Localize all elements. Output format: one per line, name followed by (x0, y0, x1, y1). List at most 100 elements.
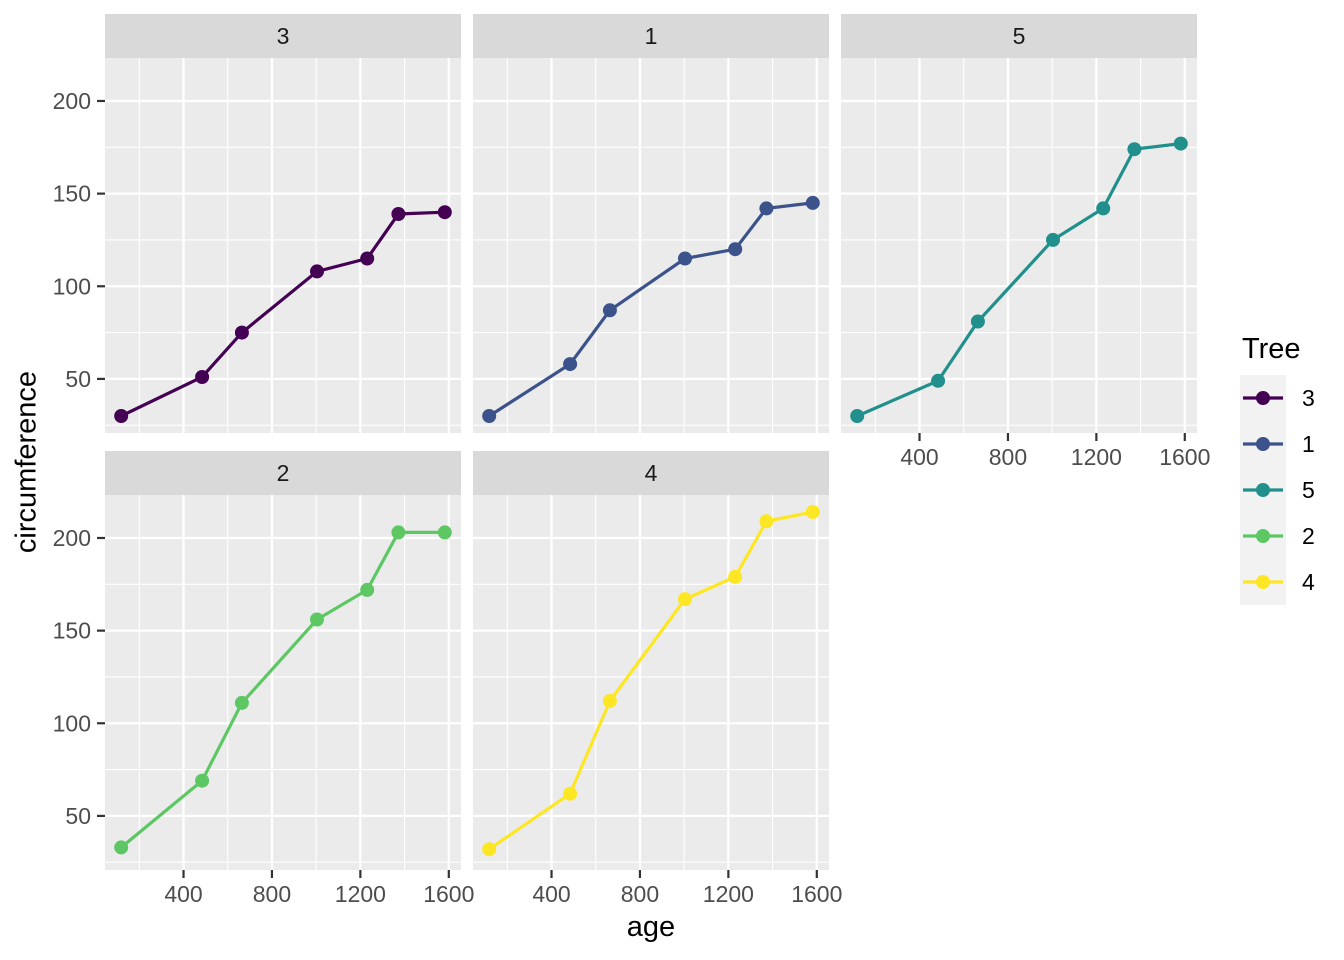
legend-key-swatch (1240, 559, 1286, 605)
data-point (437, 525, 452, 540)
facet-strip (473, 14, 829, 58)
x-tick-label: 800 (253, 881, 291, 907)
x-tick-label: 1600 (1159, 444, 1210, 470)
x-tick-label: 1200 (703, 881, 754, 907)
data-point (234, 695, 249, 710)
facet-strip (105, 14, 461, 58)
facet-5: 5 400 800 1200 1600 (841, 14, 1210, 470)
y-tick-label: 200 (53, 525, 91, 551)
legend-entries: 3 1 5 2 4 (1240, 375, 1315, 605)
y-tick-label: 200 (53, 88, 91, 114)
data-point (310, 612, 324, 627)
facet-strip (105, 451, 461, 495)
facet-3: 3 50 100 150 200 (53, 14, 461, 433)
legend-entry-5: 5 (1240, 467, 1315, 513)
data-point (970, 314, 985, 329)
x-tick-label: 400 (164, 881, 202, 907)
facet-strip-label: 5 (1013, 23, 1026, 49)
x-tick-label: 800 (989, 444, 1027, 470)
panel-background (473, 495, 829, 870)
facet-strip (473, 451, 829, 495)
facet-2: 2 50 100 150 200 400 800 1200 1600 (53, 451, 474, 907)
legend-key-icon (1240, 467, 1286, 513)
x-tick-label: 1600 (791, 881, 842, 907)
x-tick-label: 400 (900, 444, 938, 470)
data-point (931, 373, 946, 388)
legend-key-swatch (1240, 375, 1286, 421)
facet-strip-label: 3 (277, 23, 290, 49)
legend: Tree 3 1 5 2 4 (1240, 333, 1315, 605)
x-tick-label: 1200 (335, 881, 386, 907)
data-point (310, 264, 324, 279)
data-point (195, 773, 210, 788)
data-point (728, 569, 743, 584)
legend-title: Tree (1242, 333, 1301, 365)
legend-entry-label: 2 (1302, 522, 1315, 549)
legend-key-icon (1240, 559, 1286, 605)
data-point (114, 840, 129, 855)
data-point (850, 409, 865, 423)
y-tick-label: 50 (65, 803, 91, 829)
data-point (482, 409, 497, 423)
legend-key-swatch (1240, 467, 1286, 513)
legend-entry-label: 4 (1302, 568, 1315, 595)
data-point (805, 505, 820, 519)
y-tick-label: 50 (65, 366, 91, 392)
data-point (678, 592, 692, 607)
legend-entry-4: 4 (1240, 559, 1315, 605)
y-tick-label: 100 (53, 710, 91, 736)
data-point (391, 525, 406, 540)
data-point (728, 242, 743, 257)
data-point (678, 251, 692, 266)
facet-strip-label: 4 (645, 460, 658, 486)
y-tick-label: 150 (53, 618, 91, 644)
legend-entry-3: 3 (1240, 375, 1315, 421)
data-point (114, 409, 129, 423)
data-point (1173, 136, 1188, 151)
facet-1: 1 (473, 14, 829, 433)
legend-entry-1: 1 (1240, 421, 1315, 467)
data-point (360, 582, 375, 597)
legend-key-swatch (1240, 513, 1286, 559)
data-point (805, 195, 820, 210)
x-tick-label: 800 (621, 881, 659, 907)
y-tick-label: 150 (53, 181, 91, 207)
data-point (602, 694, 617, 708)
x-tick-label: 1600 (423, 881, 474, 907)
panel-background (105, 495, 461, 870)
facet-strip-label: 1 (645, 23, 658, 49)
data-point (195, 370, 210, 384)
data-point (391, 207, 406, 221)
data-point (563, 786, 578, 801)
legend-entry-label: 5 (1302, 476, 1315, 503)
data-point (1096, 201, 1111, 216)
y-axis-title: circumference (10, 370, 43, 554)
legend-entry-2: 2 (1240, 513, 1315, 559)
facet-4: 4 400 800 1200 1600 (473, 451, 842, 907)
data-point (482, 842, 497, 857)
data-point (234, 325, 249, 340)
data-point (1046, 232, 1060, 247)
facet-strip-label: 2 (277, 460, 290, 486)
panel-background (105, 58, 461, 433)
legend-entry-label: 1 (1302, 430, 1315, 457)
legend-key-icon (1240, 513, 1286, 559)
data-point (360, 251, 375, 266)
panel-background (473, 58, 829, 433)
y-tick-label: 100 (53, 273, 91, 299)
legend-entry-label: 3 (1302, 384, 1315, 411)
legend-key-swatch (1240, 421, 1286, 467)
data-point (759, 514, 774, 529)
x-tick-label: 400 (532, 881, 570, 907)
legend-key-icon (1240, 421, 1286, 467)
data-point (759, 201, 774, 216)
x-axis-title: age (626, 911, 676, 943)
facet-strip (841, 14, 1197, 58)
panel-background (841, 58, 1197, 433)
x-tick-label: 1200 (1071, 444, 1122, 470)
data-point (437, 205, 452, 220)
data-point (563, 357, 578, 372)
data-point (1127, 142, 1142, 157)
